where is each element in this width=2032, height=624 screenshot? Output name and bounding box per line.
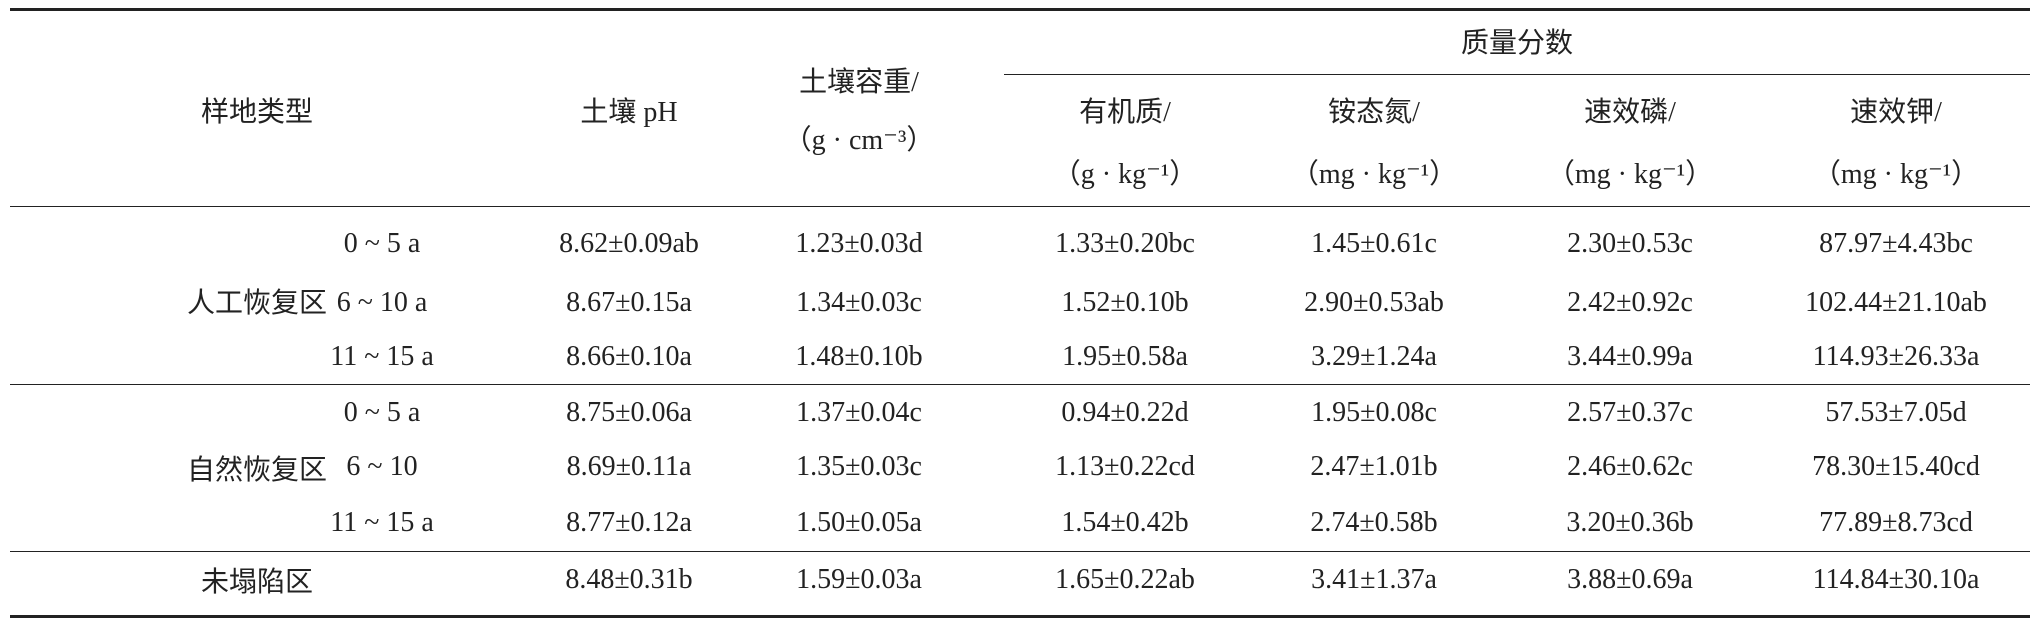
- value-cell: 8.69±0.11a: [566, 451, 692, 482]
- header-cell: 土壤 pH: [580, 97, 678, 128]
- age-cell: 11 ~ 15 a: [330, 341, 434, 372]
- header-unit: （mg · kg⁻¹）: [1812, 159, 1980, 190]
- value-cell: 3.20±0.36b: [1566, 507, 1694, 538]
- value-cell: 3.88±0.69a: [1567, 564, 1693, 595]
- value-cell: 1.35±0.03c: [796, 451, 922, 482]
- age-cell: 11 ~ 15 a: [330, 507, 434, 538]
- header-rule: [10, 206, 2030, 207]
- header-unit: （mg · kg⁻¹）: [1290, 159, 1458, 190]
- value-cell: 8.67±0.15a: [566, 287, 692, 318]
- group-label: 自然恢复区: [186, 454, 328, 486]
- header-cell: 有机质/: [1079, 97, 1171, 128]
- header-cell: 速效钾/: [1850, 97, 1942, 128]
- header-cell: 土壤容重/: [799, 67, 919, 98]
- value-cell: 1.23±0.03d: [795, 228, 923, 259]
- header-cell: 样地类型: [200, 97, 314, 128]
- value-cell: 1.13±0.22cd: [1055, 451, 1195, 482]
- value-cell: 2.57±0.37c: [1567, 397, 1693, 428]
- header-unit: （mg · kg⁻¹）: [1546, 159, 1714, 190]
- value-cell: 8.77±0.12a: [566, 507, 692, 538]
- value-cell: 102.44±21.10ab: [1805, 287, 1987, 318]
- value-cell: 1.65±0.22ab: [1055, 564, 1195, 595]
- value-cell: 2.47±1.01b: [1310, 451, 1438, 482]
- header-unit: （g · cm⁻³）: [783, 125, 935, 156]
- value-cell: 1.33±0.20bc: [1055, 228, 1195, 259]
- value-cell: 1.59±0.03a: [796, 564, 922, 595]
- value-cell: 2.74±0.58b: [1310, 507, 1438, 538]
- value-cell: 2.46±0.62c: [1567, 451, 1693, 482]
- age-cell: 6 ~ 10 a: [336, 287, 428, 318]
- value-cell: 2.30±0.53c: [1567, 228, 1693, 259]
- value-cell: 8.75±0.06a: [566, 397, 692, 428]
- age-cell: 6 ~ 10: [346, 451, 418, 482]
- value-cell: 2.90±0.53ab: [1304, 287, 1444, 318]
- value-cell: 1.45±0.61c: [1311, 228, 1437, 259]
- value-cell: 87.97±4.43bc: [1819, 228, 1973, 259]
- value-cell: 1.48±0.10b: [795, 341, 923, 372]
- age-cell: 0 ~ 5 a: [343, 397, 421, 428]
- value-cell: 8.62±0.09ab: [559, 228, 699, 259]
- value-cell: 78.30±15.40cd: [1812, 451, 1980, 482]
- group-divider: [10, 551, 2030, 552]
- value-cell: 77.89±8.73cd: [1819, 507, 1973, 538]
- value-cell: 1.37±0.04c: [796, 397, 922, 428]
- group-rule: [1004, 74, 2030, 75]
- age-cell: 0 ~ 5 a: [343, 228, 421, 259]
- value-cell: 8.66±0.10a: [566, 341, 692, 372]
- value-cell: 1.34±0.03c: [796, 287, 922, 318]
- group-label: 人工恢复区: [186, 288, 328, 320]
- value-cell: 1.50±0.05a: [796, 507, 922, 538]
- top-rule: [10, 8, 2030, 11]
- value-cell: 2.42±0.92c: [1567, 287, 1693, 318]
- value-cell: 114.84±30.10a: [1812, 564, 1980, 595]
- value-cell: 114.93±26.33a: [1812, 341, 1980, 372]
- value-cell: 8.48±0.31b: [565, 564, 693, 595]
- header-group: 质量分数: [1460, 28, 1574, 59]
- header-unit: （g · kg⁻¹）: [1052, 159, 1198, 190]
- value-cell: 1.95±0.08c: [1311, 397, 1437, 428]
- value-cell: 3.41±1.37a: [1311, 564, 1437, 595]
- header-cell: 速效磷/: [1584, 97, 1676, 128]
- value-cell: 3.29±1.24a: [1311, 341, 1437, 372]
- value-cell: 3.44±0.99a: [1567, 341, 1693, 372]
- bottom-rule: [10, 615, 2030, 618]
- value-cell: 1.54±0.42b: [1061, 507, 1189, 538]
- value-cell: 57.53±7.05d: [1825, 397, 1967, 428]
- value-cell: 1.95±0.58a: [1062, 341, 1188, 372]
- group-label: 未塌陷区: [200, 567, 314, 598]
- value-cell: 1.52±0.10b: [1061, 287, 1189, 318]
- header-cell: 铵态氮/: [1328, 97, 1420, 128]
- group-divider: [10, 384, 2030, 385]
- value-cell: 0.94±0.22d: [1061, 397, 1189, 428]
